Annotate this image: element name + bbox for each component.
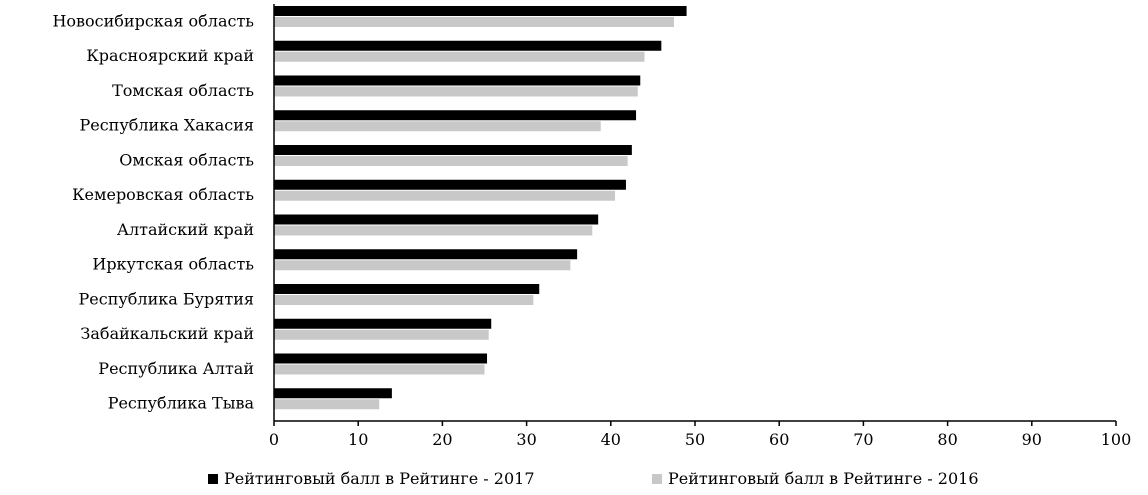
- bar-2016-4: [274, 156, 628, 166]
- bar-2016-5: [274, 190, 616, 201]
- x-tick-label: 100: [1101, 430, 1132, 449]
- category-label: Республика Хакасия: [79, 116, 254, 135]
- bar-2017-5: [274, 179, 626, 190]
- bar-2017-2: [274, 75, 641, 86]
- bar-2017-1: [274, 40, 662, 51]
- x-tick-label: 0: [269, 430, 279, 449]
- x-tick-label: 90: [1022, 430, 1042, 449]
- bar-2016-11: [274, 399, 380, 410]
- category-label: Красноярский край: [86, 46, 254, 65]
- bar-2017-9: [274, 318, 492, 329]
- category-label: Республика Тыва: [108, 394, 255, 413]
- x-tick-label: 70: [853, 430, 873, 449]
- bar-2017-8: [274, 284, 540, 294]
- bar-2017-11: [274, 388, 392, 399]
- bar-2016-7: [274, 260, 571, 271]
- category-label: Республика Алтай: [98, 359, 254, 378]
- x-tick-label: 20: [432, 430, 452, 449]
- category-label: Алтайский край: [117, 220, 254, 239]
- legend-swatch-2017: [208, 474, 218, 484]
- bar-2017-4: [274, 145, 632, 155]
- x-tick-label: 50: [685, 430, 705, 449]
- legend-swatch-2016: [652, 474, 662, 484]
- legend-label-2017: Рейтинговый балл в Рейтинге - 2017: [224, 469, 535, 488]
- legend: Рейтинговый балл в Рейтинге - 2017 Рейтин…: [208, 469, 979, 488]
- bar-2017-6: [274, 214, 599, 225]
- bar-2016-8: [274, 295, 534, 305]
- bar-2017-0: [274, 6, 687, 16]
- x-tick-label: 30: [516, 430, 536, 449]
- bar-2017-7: [274, 249, 578, 260]
- bar-2016-9: [274, 329, 489, 340]
- bar-2016-6: [274, 225, 593, 236]
- category-label: Томская область: [112, 81, 254, 100]
- bar-2016-10: [274, 364, 485, 375]
- legend-label-2016: Рейтинговый балл в Рейтинге - 2016: [668, 469, 979, 488]
- category-label: Кемеровская область: [72, 185, 254, 204]
- category-label: Омская область: [119, 150, 254, 169]
- category-labels: Новосибирская область Красноярский край То…: [52, 11, 254, 412]
- category-label: Республика Бурятия: [79, 289, 254, 308]
- category-label: Забайкальский край: [80, 324, 254, 343]
- bar-2016-0: [274, 17, 674, 27]
- bars-group: [274, 6, 687, 410]
- x-tick-label: 10: [348, 430, 368, 449]
- bar-2016-2: [274, 86, 638, 97]
- x-tick-label: 80: [937, 430, 957, 449]
- category-label: Новосибирская область: [52, 11, 254, 30]
- x-axis-ticks: 0 10 20 30 40 50 60 70 80 90 100: [269, 421, 1131, 449]
- x-tick-label: 40: [601, 430, 621, 449]
- bar-2017-3: [274, 110, 637, 121]
- bar-2017-10: [274, 353, 488, 364]
- bar-2016-1: [274, 51, 645, 62]
- x-tick-label: 60: [769, 430, 789, 449]
- category-label: Иркутская область: [92, 255, 254, 274]
- bar-2016-3: [274, 121, 601, 132]
